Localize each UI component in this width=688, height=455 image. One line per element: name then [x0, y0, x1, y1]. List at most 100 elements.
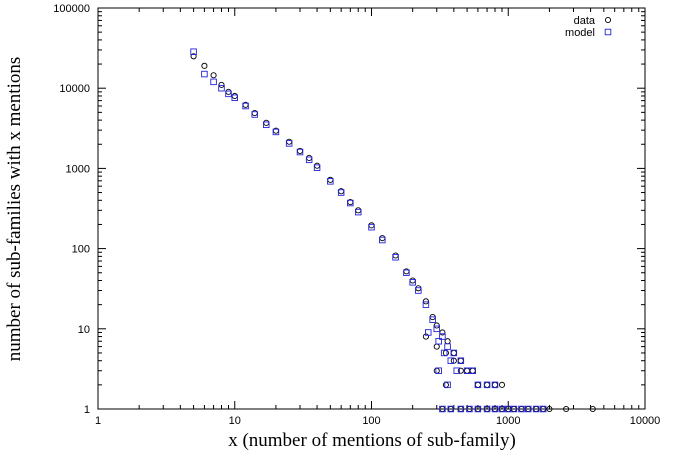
data-point — [433, 322, 440, 329]
model-point — [510, 405, 518, 413]
model-point — [285, 140, 293, 147]
model-point — [403, 269, 410, 276]
legend-marker-data — [604, 16, 612, 24]
model-point — [466, 405, 473, 413]
model-point — [337, 189, 345, 196]
x-tick-label: 100 — [362, 415, 380, 427]
model-point — [491, 381, 499, 389]
model-point — [422, 301, 430, 308]
data-point — [450, 349, 457, 356]
data-point — [422, 298, 429, 305]
model-point — [457, 357, 465, 364]
data-point — [474, 381, 481, 388]
legend-label-data: data — [574, 15, 596, 27]
data-point — [491, 381, 499, 388]
data-point — [457, 367, 464, 374]
data-point — [409, 277, 416, 284]
data-point — [433, 343, 440, 350]
y-tick-label: 100000 — [53, 3, 90, 15]
plot-frame — [97, 7, 646, 410]
y-axis-label: number of sub-families with x mentions — [4, 57, 25, 361]
data-point — [469, 367, 476, 374]
x-tick-label: 10000 — [630, 415, 661, 427]
model-point — [379, 236, 386, 244]
data-point — [225, 88, 232, 95]
model-point — [440, 349, 448, 357]
series-data — [190, 53, 596, 413]
model-point — [474, 381, 482, 389]
model-point — [498, 405, 506, 413]
model-point — [483, 381, 491, 389]
model-point — [392, 254, 399, 261]
model-point — [218, 84, 225, 92]
model-point — [424, 329, 432, 336]
model-point — [524, 405, 532, 413]
data-point — [368, 222, 375, 229]
model-point — [539, 405, 547, 413]
model-point — [439, 333, 446, 340]
x-tick-label: 1000 — [496, 415, 520, 427]
model-point — [327, 178, 334, 185]
data-point — [210, 72, 217, 79]
data-point — [306, 154, 313, 161]
data-point — [484, 381, 491, 388]
model-point — [433, 325, 440, 333]
data-point — [498, 381, 506, 388]
x-axis-label: x (number of mentions of sub-family) — [228, 430, 516, 451]
data-point — [314, 162, 321, 169]
data-point — [444, 338, 451, 345]
data-point — [263, 119, 270, 126]
data-point — [589, 405, 596, 413]
y-tick-label: 10000 — [59, 83, 90, 95]
model-point — [429, 316, 436, 323]
data-point — [355, 207, 362, 214]
y-tick-label: 100 — [72, 244, 90, 256]
axis-ticks: 1 10 100 1000 10000 1 10 100 1000 10000 100000 — [53, 3, 660, 427]
data-point — [457, 357, 464, 364]
model-point — [474, 405, 482, 413]
model-point — [225, 90, 232, 98]
data-point — [422, 333, 429, 340]
model-point — [447, 357, 455, 364]
data-point — [231, 92, 238, 100]
plot-area-border — [97, 7, 646, 410]
model-point — [439, 405, 446, 413]
series-model — [190, 48, 547, 413]
model-point — [354, 208, 362, 216]
y-tick-label: 1000 — [66, 163, 90, 175]
model-point — [469, 367, 476, 374]
data-point — [201, 62, 208, 69]
legend-label-model: model — [565, 27, 595, 39]
data-point — [392, 252, 399, 259]
model-point — [190, 48, 197, 55]
model-point — [242, 102, 249, 110]
model-point — [444, 343, 451, 350]
model-point — [444, 381, 451, 389]
data-points — [190, 48, 596, 413]
data-point — [251, 109, 258, 117]
data-point — [464, 367, 471, 374]
model-point — [347, 199, 354, 207]
model-point — [435, 367, 442, 374]
x-tick-label: 1 — [95, 415, 101, 427]
model-point — [532, 405, 540, 413]
model-point — [409, 279, 416, 286]
legend-marker-model — [604, 28, 612, 36]
data-point — [439, 329, 446, 336]
model-point — [435, 337, 442, 345]
data-point — [442, 349, 449, 356]
model-point — [457, 405, 465, 413]
model-point — [453, 367, 460, 374]
model-point — [518, 405, 525, 413]
model-point — [305, 156, 313, 164]
model-point — [210, 78, 217, 86]
y-tick-label: 10 — [78, 324, 90, 336]
data-point — [379, 235, 386, 242]
data-point — [286, 138, 293, 145]
model-point — [263, 121, 270, 129]
model-point — [450, 349, 458, 357]
data-point — [563, 405, 570, 413]
data-point — [190, 53, 197, 60]
data-point — [442, 381, 449, 388]
